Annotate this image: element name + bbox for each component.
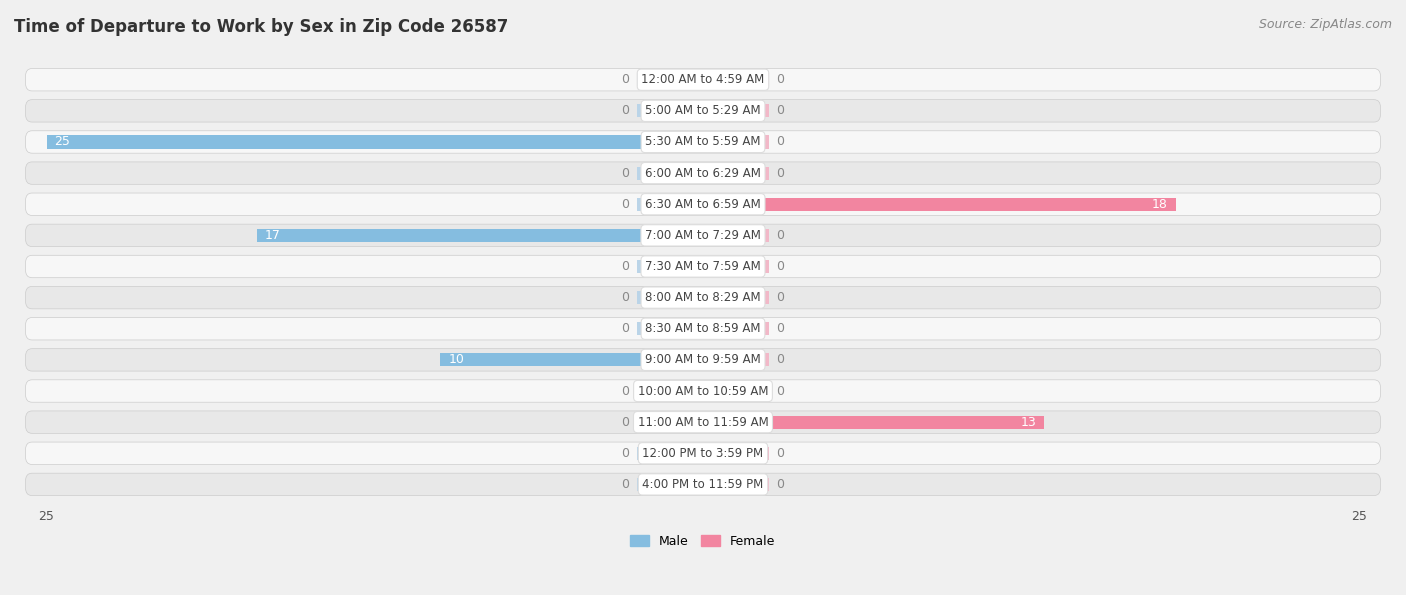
Bar bbox=[637, 260, 703, 273]
Bar bbox=[703, 447, 769, 460]
Text: 0: 0 bbox=[776, 353, 785, 367]
FancyBboxPatch shape bbox=[25, 411, 1381, 433]
Bar bbox=[46, 136, 703, 149]
Bar bbox=[703, 198, 1175, 211]
Bar bbox=[440, 353, 703, 367]
Bar bbox=[256, 229, 703, 242]
Text: 0: 0 bbox=[621, 73, 630, 86]
Text: 5:30 AM to 5:59 AM: 5:30 AM to 5:59 AM bbox=[645, 136, 761, 149]
Bar bbox=[703, 229, 769, 242]
Text: 0: 0 bbox=[621, 291, 630, 304]
Text: 10: 10 bbox=[449, 353, 464, 367]
Bar bbox=[637, 104, 703, 117]
Bar bbox=[703, 104, 769, 117]
Text: 0: 0 bbox=[621, 416, 630, 428]
Text: 11:00 AM to 11:59 AM: 11:00 AM to 11:59 AM bbox=[638, 416, 768, 428]
Text: 0: 0 bbox=[621, 167, 630, 180]
Bar bbox=[637, 73, 703, 86]
FancyBboxPatch shape bbox=[25, 131, 1381, 153]
FancyBboxPatch shape bbox=[25, 68, 1381, 91]
Text: 17: 17 bbox=[264, 229, 280, 242]
Text: 0: 0 bbox=[621, 198, 630, 211]
Bar bbox=[703, 260, 769, 273]
Text: Source: ZipAtlas.com: Source: ZipAtlas.com bbox=[1258, 18, 1392, 31]
Text: 0: 0 bbox=[776, 291, 785, 304]
Text: 0: 0 bbox=[776, 104, 785, 117]
FancyBboxPatch shape bbox=[25, 442, 1381, 465]
Bar bbox=[637, 384, 703, 397]
Text: 0: 0 bbox=[621, 478, 630, 491]
Text: 8:30 AM to 8:59 AM: 8:30 AM to 8:59 AM bbox=[645, 322, 761, 335]
Bar bbox=[637, 167, 703, 180]
FancyBboxPatch shape bbox=[25, 349, 1381, 371]
Text: 18: 18 bbox=[1152, 198, 1168, 211]
Text: 0: 0 bbox=[776, 229, 785, 242]
Text: 0: 0 bbox=[776, 73, 785, 86]
Bar bbox=[637, 447, 703, 460]
Text: 0: 0 bbox=[776, 322, 785, 335]
Text: 0: 0 bbox=[776, 260, 785, 273]
Bar bbox=[703, 73, 769, 86]
Bar bbox=[703, 291, 769, 304]
FancyBboxPatch shape bbox=[25, 318, 1381, 340]
Text: 12:00 AM to 4:59 AM: 12:00 AM to 4:59 AM bbox=[641, 73, 765, 86]
Text: 0: 0 bbox=[621, 260, 630, 273]
Bar bbox=[703, 478, 769, 491]
Text: 6:00 AM to 6:29 AM: 6:00 AM to 6:29 AM bbox=[645, 167, 761, 180]
Bar bbox=[637, 478, 703, 491]
Text: 4:00 PM to 11:59 PM: 4:00 PM to 11:59 PM bbox=[643, 478, 763, 491]
FancyBboxPatch shape bbox=[25, 99, 1381, 122]
Text: 7:30 AM to 7:59 AM: 7:30 AM to 7:59 AM bbox=[645, 260, 761, 273]
Text: 0: 0 bbox=[776, 478, 785, 491]
Text: 25: 25 bbox=[55, 136, 70, 149]
Text: 5:00 AM to 5:29 AM: 5:00 AM to 5:29 AM bbox=[645, 104, 761, 117]
Legend: Male, Female: Male, Female bbox=[630, 535, 776, 548]
FancyBboxPatch shape bbox=[25, 224, 1381, 246]
Bar bbox=[703, 136, 769, 149]
Text: 0: 0 bbox=[621, 104, 630, 117]
Bar bbox=[703, 167, 769, 180]
Text: 0: 0 bbox=[776, 167, 785, 180]
Text: 0: 0 bbox=[621, 384, 630, 397]
Bar bbox=[637, 291, 703, 304]
Bar bbox=[637, 198, 703, 211]
FancyBboxPatch shape bbox=[25, 473, 1381, 496]
Text: 0: 0 bbox=[776, 136, 785, 149]
FancyBboxPatch shape bbox=[25, 162, 1381, 184]
Text: 8:00 AM to 8:29 AM: 8:00 AM to 8:29 AM bbox=[645, 291, 761, 304]
Text: 10:00 AM to 10:59 AM: 10:00 AM to 10:59 AM bbox=[638, 384, 768, 397]
Text: 13: 13 bbox=[1021, 416, 1036, 428]
Text: 0: 0 bbox=[776, 384, 785, 397]
FancyBboxPatch shape bbox=[25, 193, 1381, 215]
Text: 7:00 AM to 7:29 AM: 7:00 AM to 7:29 AM bbox=[645, 229, 761, 242]
Bar bbox=[703, 353, 769, 367]
Bar bbox=[637, 415, 703, 428]
Text: 6:30 AM to 6:59 AM: 6:30 AM to 6:59 AM bbox=[645, 198, 761, 211]
Text: 0: 0 bbox=[776, 447, 785, 460]
Bar bbox=[703, 384, 769, 397]
Text: Time of Departure to Work by Sex in Zip Code 26587: Time of Departure to Work by Sex in Zip … bbox=[14, 18, 509, 36]
Bar bbox=[637, 322, 703, 336]
Text: 0: 0 bbox=[621, 447, 630, 460]
FancyBboxPatch shape bbox=[25, 286, 1381, 309]
FancyBboxPatch shape bbox=[25, 380, 1381, 402]
Bar bbox=[703, 415, 1045, 428]
FancyBboxPatch shape bbox=[25, 255, 1381, 278]
Text: 12:00 PM to 3:59 PM: 12:00 PM to 3:59 PM bbox=[643, 447, 763, 460]
Bar bbox=[703, 322, 769, 336]
Text: 0: 0 bbox=[621, 322, 630, 335]
Text: 9:00 AM to 9:59 AM: 9:00 AM to 9:59 AM bbox=[645, 353, 761, 367]
